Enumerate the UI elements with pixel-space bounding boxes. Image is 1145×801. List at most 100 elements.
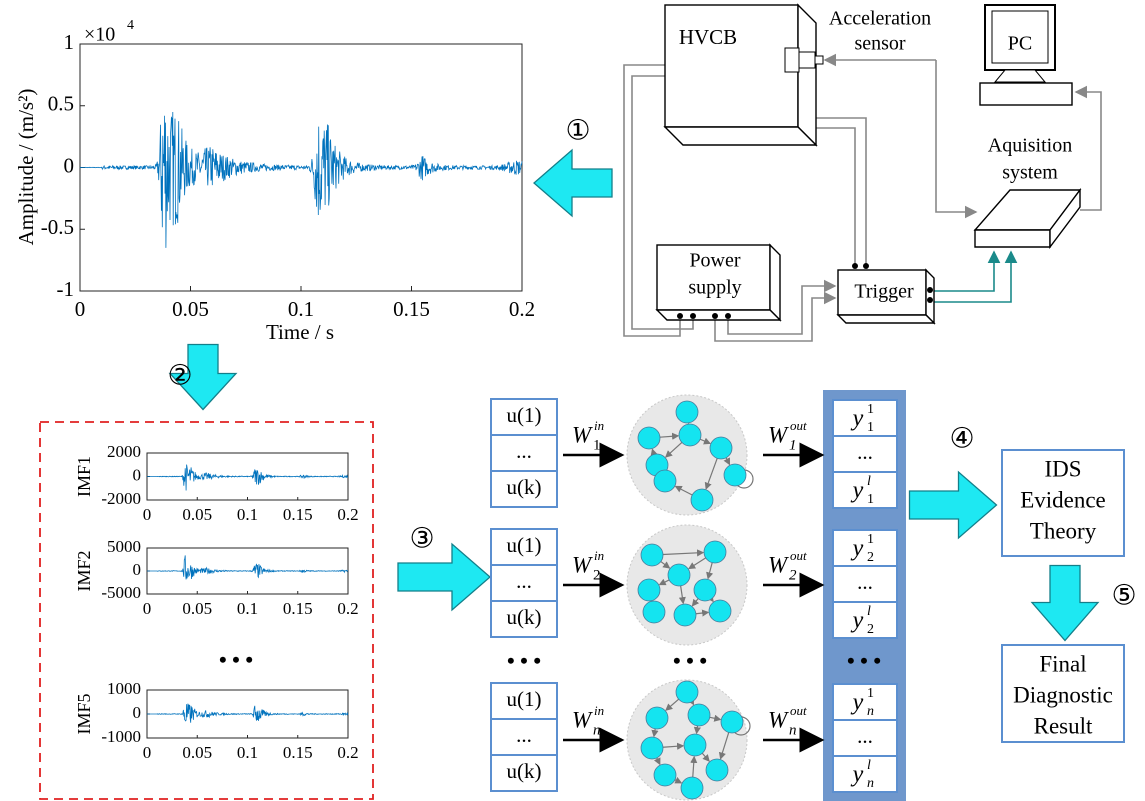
- power-label: supply: [688, 277, 741, 299]
- x-tick-label: 0: [143, 743, 152, 762]
- output-cell: [833, 472, 897, 508]
- neuron: [681, 777, 703, 799]
- figure: 10.50-0.5-100.050.10.150.2×104Time / sAm…: [0, 0, 1145, 801]
- weight-label: W: [572, 552, 593, 577]
- box-text: IDS: [1044, 456, 1081, 481]
- ellipsis: • • •: [219, 647, 253, 672]
- pc-stand: [995, 70, 1045, 82]
- pc-base: [980, 83, 1072, 105]
- wire: [936, 60, 976, 212]
- x-tick-label: 0.2: [337, 743, 358, 762]
- box-text: Final: [1039, 651, 1086, 676]
- box-text: Evidence: [1020, 487, 1106, 512]
- weight-sub: n: [593, 722, 601, 738]
- input-label: u(k): [507, 475, 542, 499]
- x-tick-label: 0.15: [283, 743, 313, 762]
- weight-label: W: [768, 552, 789, 577]
- neuron: [688, 704, 710, 726]
- output-sup: l: [867, 758, 871, 773]
- box-text: Diagnostic: [1013, 682, 1113, 707]
- output-label: y: [851, 690, 864, 716]
- imf-label: IMF1: [74, 456, 94, 497]
- output-label: ...: [857, 440, 873, 464]
- y-tick-label: 1000: [107, 679, 141, 698]
- trigger-box-bottom: [838, 315, 934, 323]
- x-tick-label: 0.15: [393, 297, 430, 321]
- weight-sub: 1: [789, 437, 797, 453]
- trigger-label: Trigger: [854, 281, 914, 303]
- weight-sup: in: [594, 418, 604, 433]
- hvcb-box-bottom: [665, 127, 816, 145]
- wire: [800, 128, 855, 266]
- port: [852, 263, 858, 269]
- x-tick-label: 0.05: [182, 599, 212, 618]
- sensor: [785, 48, 799, 72]
- weight-sub: 2: [789, 567, 797, 583]
- waveform: [147, 465, 348, 491]
- flow-arrow: [1032, 566, 1098, 641]
- output-sub: n: [867, 776, 874, 791]
- neuron: [710, 437, 732, 459]
- weight-sub: 2: [593, 567, 601, 583]
- imf-label: IMF5: [74, 693, 94, 734]
- neuron: [638, 427, 660, 449]
- output-sub: 1: [867, 492, 874, 507]
- output-sup: 1: [867, 532, 874, 547]
- input-label: u(k): [507, 605, 542, 629]
- port: [927, 287, 933, 293]
- step-number: ⑤: [1111, 580, 1136, 611]
- output-label: y: [851, 478, 864, 504]
- output-cell: [833, 602, 897, 638]
- ellipsis: • • •: [507, 648, 541, 673]
- output-sup: 1: [867, 402, 874, 417]
- port: [677, 313, 683, 319]
- sensor-head: [799, 52, 815, 68]
- weight-sup: out: [790, 418, 807, 433]
- x-tick-label: 0: [143, 599, 152, 618]
- neuron: [721, 711, 743, 733]
- y-tick-label: 2000: [107, 442, 141, 461]
- y-tick-label: -1000: [101, 727, 141, 746]
- imf-label: IMF2: [74, 550, 94, 591]
- output-label: y: [851, 608, 864, 634]
- sensor-label: sensor: [854, 33, 905, 55]
- acquisition-label: system: [1002, 162, 1058, 184]
- ellipsis: • • •: [847, 648, 881, 673]
- flow-arrow: [534, 150, 612, 216]
- x-tick-label: 0.05: [172, 297, 209, 321]
- x-axis-label: Time / s: [266, 320, 334, 344]
- ellipsis: • • •: [673, 648, 707, 673]
- axis-multiplier-exponent: 4: [127, 18, 134, 33]
- x-tick-label: 0.2: [337, 505, 358, 524]
- output-label: ...: [857, 724, 873, 748]
- y-tick-label: 1: [64, 30, 75, 54]
- neuron: [676, 401, 698, 423]
- neuron: [646, 707, 668, 729]
- output-cell: [833, 684, 897, 720]
- x-tick-label: 0.05: [182, 743, 212, 762]
- y-tick-label: -0.5: [41, 215, 74, 239]
- output-cell: [833, 530, 897, 566]
- flow-arrow: [910, 472, 997, 538]
- neuron: [668, 564, 690, 586]
- y-axis-label: Amplitude / (m/s²): [14, 89, 38, 246]
- weight-sub: n: [789, 722, 797, 738]
- weight-label: W: [572, 707, 593, 732]
- output-cell: [833, 756, 897, 792]
- output-label: y: [851, 536, 864, 562]
- x-tick-label: 0.15: [283, 599, 313, 618]
- y-tick-label: 0.5: [48, 92, 74, 116]
- neuron: [706, 759, 728, 781]
- y-tick-label: -1: [57, 277, 75, 301]
- y-tick-label: -2000: [101, 489, 141, 508]
- input-label: u(k): [507, 759, 542, 783]
- neuron: [676, 681, 698, 703]
- wire: [932, 252, 1011, 302]
- waveform: [147, 555, 348, 579]
- output-sub: 2: [867, 550, 874, 565]
- port: [927, 297, 933, 303]
- step-number: ③: [409, 523, 434, 554]
- wire: [932, 252, 994, 291]
- neuron: [694, 579, 716, 601]
- neuron: [638, 579, 660, 601]
